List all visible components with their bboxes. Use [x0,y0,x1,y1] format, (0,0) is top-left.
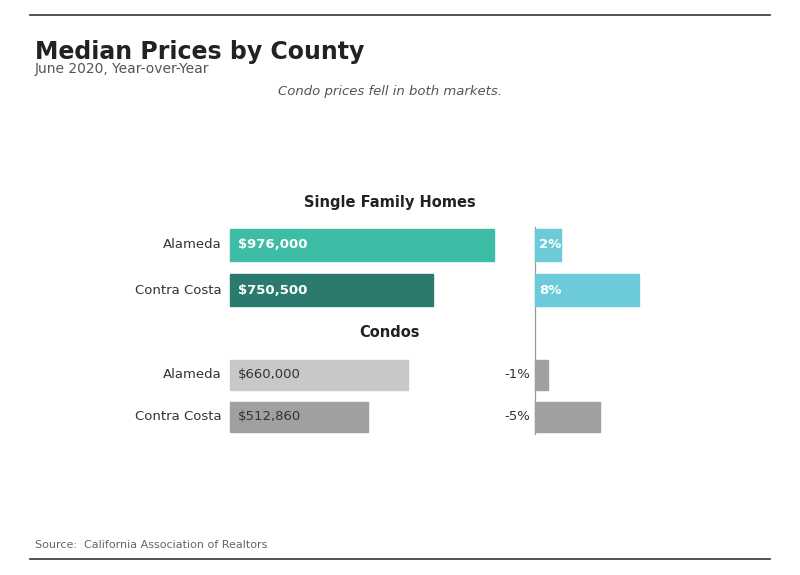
Bar [230,360,408,390]
Bar [230,402,369,432]
Bar [230,274,433,306]
Bar [535,274,639,306]
Text: June 2020, Year-over-Year: June 2020, Year-over-Year [35,62,210,76]
Bar [535,229,561,261]
Text: 2%: 2% [539,239,562,251]
Text: Condo prices fell in both markets.: Condo prices fell in both markets. [278,85,502,98]
Text: Median Prices by County: Median Prices by County [35,40,364,64]
Bar [230,229,494,261]
Text: $976,000: $976,000 [238,239,307,251]
Text: 8%: 8% [539,283,562,297]
Text: Alameda: Alameda [163,239,222,251]
Text: Condos: Condos [360,325,420,340]
Text: $660,000: $660,000 [238,369,301,381]
Bar [535,402,600,432]
Text: Source:  California Association of Realtors: Source: California Association of Realto… [35,540,267,550]
Bar [535,360,548,390]
Text: $750,500: $750,500 [238,283,307,297]
Text: Contra Costa: Contra Costa [135,283,222,297]
Text: Single Family Homes: Single Family Homes [304,195,476,210]
Text: -1%: -1% [504,369,530,381]
Text: Alameda: Alameda [163,369,222,381]
Text: $512,860: $512,860 [238,411,302,424]
Text: Contra Costa: Contra Costa [135,411,222,424]
Text: -5%: -5% [504,411,530,424]
